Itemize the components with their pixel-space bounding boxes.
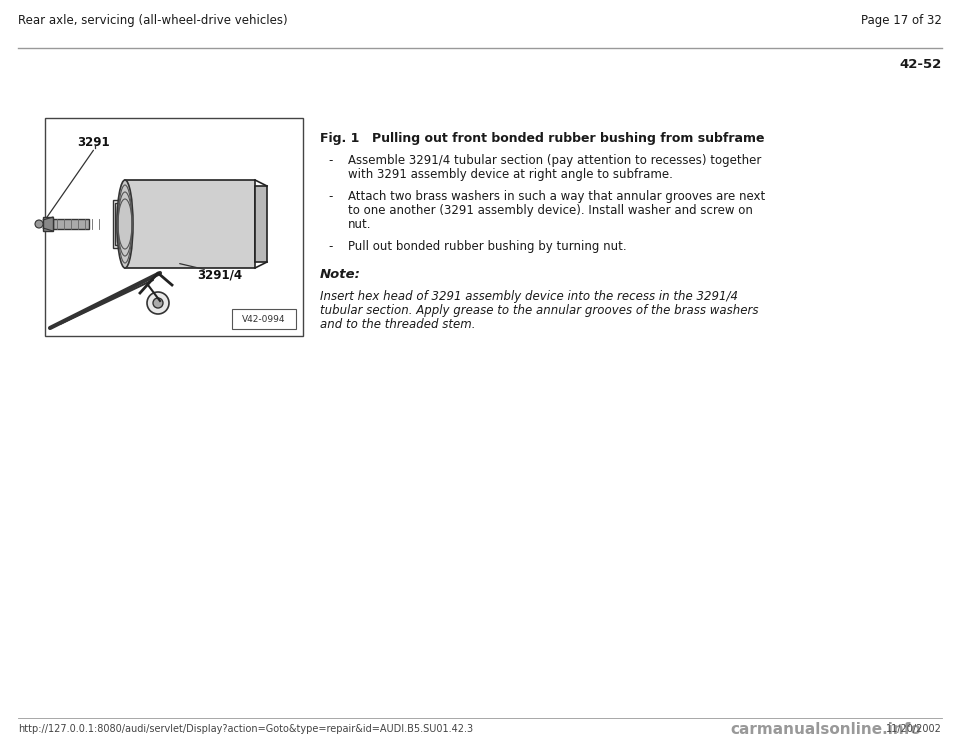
Bar: [115, 203, 125, 245]
Text: Note:: Note:: [320, 268, 361, 281]
Bar: [43, 217, 53, 231]
Text: Attach two brass washers in such a way that annular grooves are next: Attach two brass washers in such a way t…: [348, 190, 765, 203]
Text: Rear axle, servicing (all-wheel-drive vehicles): Rear axle, servicing (all-wheel-drive ve…: [18, 14, 288, 27]
Bar: [119, 210, 125, 238]
Circle shape: [35, 220, 43, 228]
Bar: [117, 206, 125, 242]
Text: with 3291 assembly device at right angle to subframe.: with 3291 assembly device at right angle…: [348, 168, 673, 181]
Text: Assemble 3291/4 tubular section (pay attention to recesses) together: Assemble 3291/4 tubular section (pay att…: [348, 154, 761, 167]
Text: Fig. 1: Fig. 1: [320, 132, 359, 145]
Text: to one another (3291 assembly device). Install washer and screw on: to one another (3291 assembly device). I…: [348, 204, 753, 217]
Text: -: -: [328, 240, 332, 253]
Text: 11/20/2002: 11/20/2002: [886, 724, 942, 734]
Text: V42-0994: V42-0994: [242, 315, 286, 324]
FancyBboxPatch shape: [232, 309, 296, 329]
Bar: [255, 186, 267, 262]
Bar: [45, 118, 303, 336]
Text: -: -: [328, 190, 332, 203]
Text: nut.: nut.: [348, 218, 372, 231]
Circle shape: [153, 298, 163, 308]
Bar: [113, 200, 125, 248]
Text: 3291: 3291: [77, 136, 109, 149]
Text: Page 17 of 32: Page 17 of 32: [861, 14, 942, 27]
Bar: [53, 219, 89, 229]
Text: 3291/4: 3291/4: [197, 268, 242, 281]
Circle shape: [147, 292, 169, 314]
Text: 42-52: 42-52: [900, 58, 942, 71]
Ellipse shape: [117, 180, 133, 268]
Bar: [125, 180, 255, 268]
Text: Pull out bonded rubber bushing by turning nut.: Pull out bonded rubber bushing by turnin…: [348, 240, 627, 253]
Text: Insert hex head of 3291 assembly device into the recess in the 3291/4: Insert hex head of 3291 assembly device …: [320, 290, 738, 303]
Text: Pulling out front bonded rubber bushing from subframe: Pulling out front bonded rubber bushing …: [372, 132, 764, 145]
Text: -: -: [328, 154, 332, 167]
Text: and to the threaded stem.: and to the threaded stem.: [320, 318, 475, 331]
Text: carmanualsonline.info: carmanualsonline.info: [730, 722, 921, 737]
Text: http://127.0.0.1:8080/audi/servlet/Display?action=Goto&type=repair&id=AUDI.B5.SU: http://127.0.0.1:8080/audi/servlet/Displ…: [18, 724, 473, 734]
Text: tubular section. Apply grease to the annular grooves of the brass washers: tubular section. Apply grease to the ann…: [320, 304, 758, 317]
